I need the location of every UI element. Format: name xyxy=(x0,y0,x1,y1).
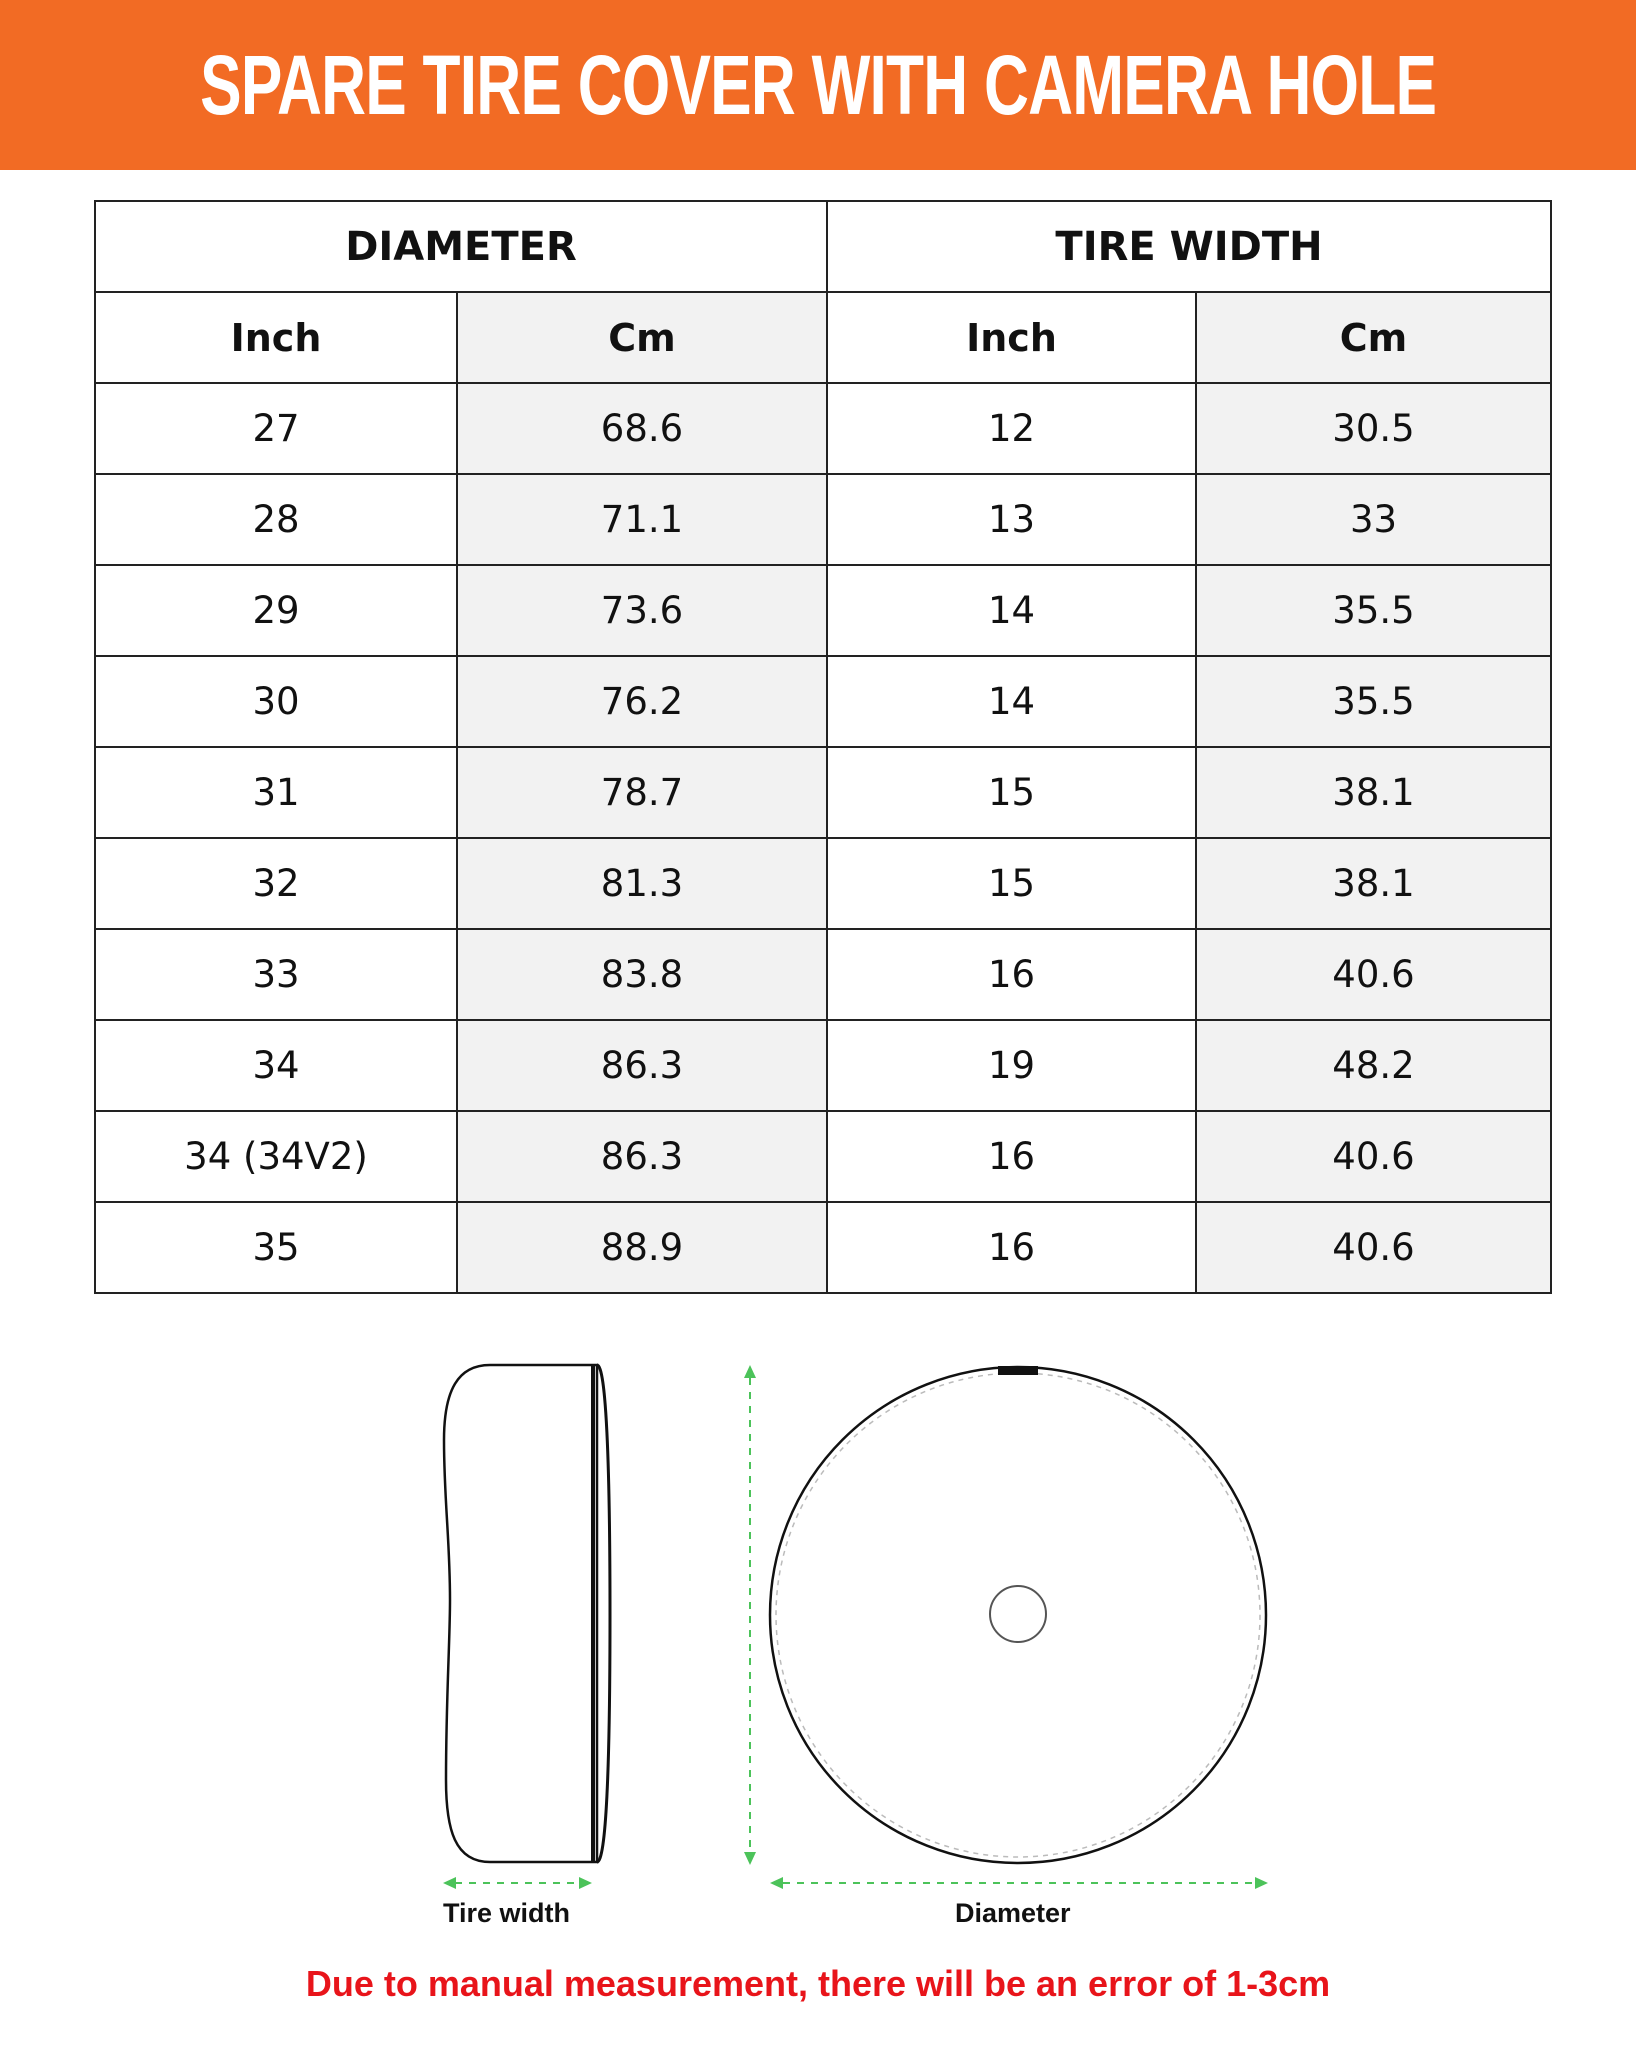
width-cm-cell: 30.5 xyxy=(1195,382,1552,475)
table-row: 30 76.2 14 35.5 xyxy=(94,655,1552,748)
group-header-row: DIAMETER TIRE WIDTH xyxy=(94,200,1552,293)
width-inch-cell: 19 xyxy=(826,1019,1197,1112)
width-inch-cell: 15 xyxy=(826,746,1197,839)
table-row: 32 81.3 15 38.1 xyxy=(94,837,1552,930)
col-header: Inch xyxy=(826,291,1197,384)
front-view-tire xyxy=(768,1365,1268,1865)
width-cm-cell: 40.6 xyxy=(1195,1201,1552,1294)
diameter-cm-cell: 83.8 xyxy=(456,928,828,1021)
diameter-inch-cell: 28 xyxy=(94,473,458,566)
diameter-cm-cell: 88.9 xyxy=(456,1201,828,1294)
camera-hole xyxy=(989,1585,1047,1643)
width-inch-cell: 15 xyxy=(826,837,1197,930)
table-row: 35 88.9 16 40.6 xyxy=(94,1201,1552,1294)
group-header-tire-width: TIRE WIDTH xyxy=(826,200,1552,293)
col-header: Cm xyxy=(456,291,828,384)
sub-header-row: Inch Cm Inch Cm xyxy=(94,291,1552,384)
table-row: 33 83.8 16 40.6 xyxy=(94,928,1552,1021)
table-row: 29 73.6 14 35.5 xyxy=(94,564,1552,657)
diameter-cm-cell: 86.3 xyxy=(456,1019,828,1112)
width-cm-cell: 40.6 xyxy=(1195,1110,1552,1203)
tire-width-label: Tire width xyxy=(443,1898,571,1928)
size-table: DIAMETER TIRE WIDTH Inch Cm Inch Cm 27 68… xyxy=(94,200,1552,1294)
width-inch-cell: 16 xyxy=(826,1201,1197,1294)
width-inch-cell: 12 xyxy=(826,382,1197,475)
diameter-cm-cell: 71.1 xyxy=(456,473,828,566)
width-cm-cell: 40.6 xyxy=(1195,928,1552,1021)
table-row: 34 (34V2) 86.3 16 40.6 xyxy=(94,1110,1552,1203)
table-row: 27 68.6 12 30.5 xyxy=(94,382,1552,475)
diameter-cm-cell: 68.6 xyxy=(456,382,828,475)
width-inch-cell: 14 xyxy=(826,655,1197,748)
page-title: SPARE TIRE COVER WITH CAMERA HOLE xyxy=(199,37,1437,132)
diameter-cm-cell: 73.6 xyxy=(456,564,828,657)
diameter-cm-cell: 86.3 xyxy=(456,1110,828,1203)
width-cm-cell: 48.2 xyxy=(1195,1019,1552,1112)
width-inch-cell: 16 xyxy=(826,928,1197,1021)
diameter-inch-cell: 34 (34V2) xyxy=(94,1110,458,1203)
diameter-inch-cell: 35 xyxy=(94,1201,458,1294)
width-cm-cell: 33 xyxy=(1195,473,1552,566)
width-cm-cell: 35.5 xyxy=(1195,564,1552,657)
col-header: Cm xyxy=(1195,291,1552,384)
col-header: Inch xyxy=(94,291,458,384)
diameter-cm-cell: 81.3 xyxy=(456,837,828,930)
side-view-tire xyxy=(442,1363,612,1864)
diameter-inch-cell: 29 xyxy=(94,564,458,657)
table-row: 28 71.1 13 33 xyxy=(94,473,1552,566)
measurement-note: Due to manual measurement, there will be… xyxy=(305,1963,1331,2004)
title-banner: SPARE TIRE COVER WITH CAMERA HOLE xyxy=(0,0,1636,170)
width-inch-cell: 14 xyxy=(826,564,1197,657)
diameter-cm-cell: 76.2 xyxy=(456,655,828,748)
width-cm-cell: 38.1 xyxy=(1195,746,1552,839)
group-header-diameter: DIAMETER xyxy=(94,200,828,293)
diameter-cm-cell: 78.7 xyxy=(456,746,828,839)
camera-slot xyxy=(998,1366,1038,1375)
dimension-arrows xyxy=(443,1365,1268,1889)
diameter-label: Diameter xyxy=(955,1898,1071,1928)
diameter-inch-cell: 32 xyxy=(94,837,458,930)
width-cm-cell: 35.5 xyxy=(1195,655,1552,748)
table-row: 34 86.3 19 48.2 xyxy=(94,1019,1552,1112)
width-inch-cell: 13 xyxy=(826,473,1197,566)
table-row: 31 78.7 15 38.1 xyxy=(94,746,1552,839)
diameter-inch-cell: 34 xyxy=(94,1019,458,1112)
diameter-inch-cell: 33 xyxy=(94,928,458,1021)
diameter-inch-cell: 30 xyxy=(94,655,458,748)
diameter-inch-cell: 27 xyxy=(94,382,458,475)
width-inch-cell: 16 xyxy=(826,1110,1197,1203)
width-cm-cell: 38.1 xyxy=(1195,837,1552,930)
diameter-inch-cell: 31 xyxy=(94,746,458,839)
